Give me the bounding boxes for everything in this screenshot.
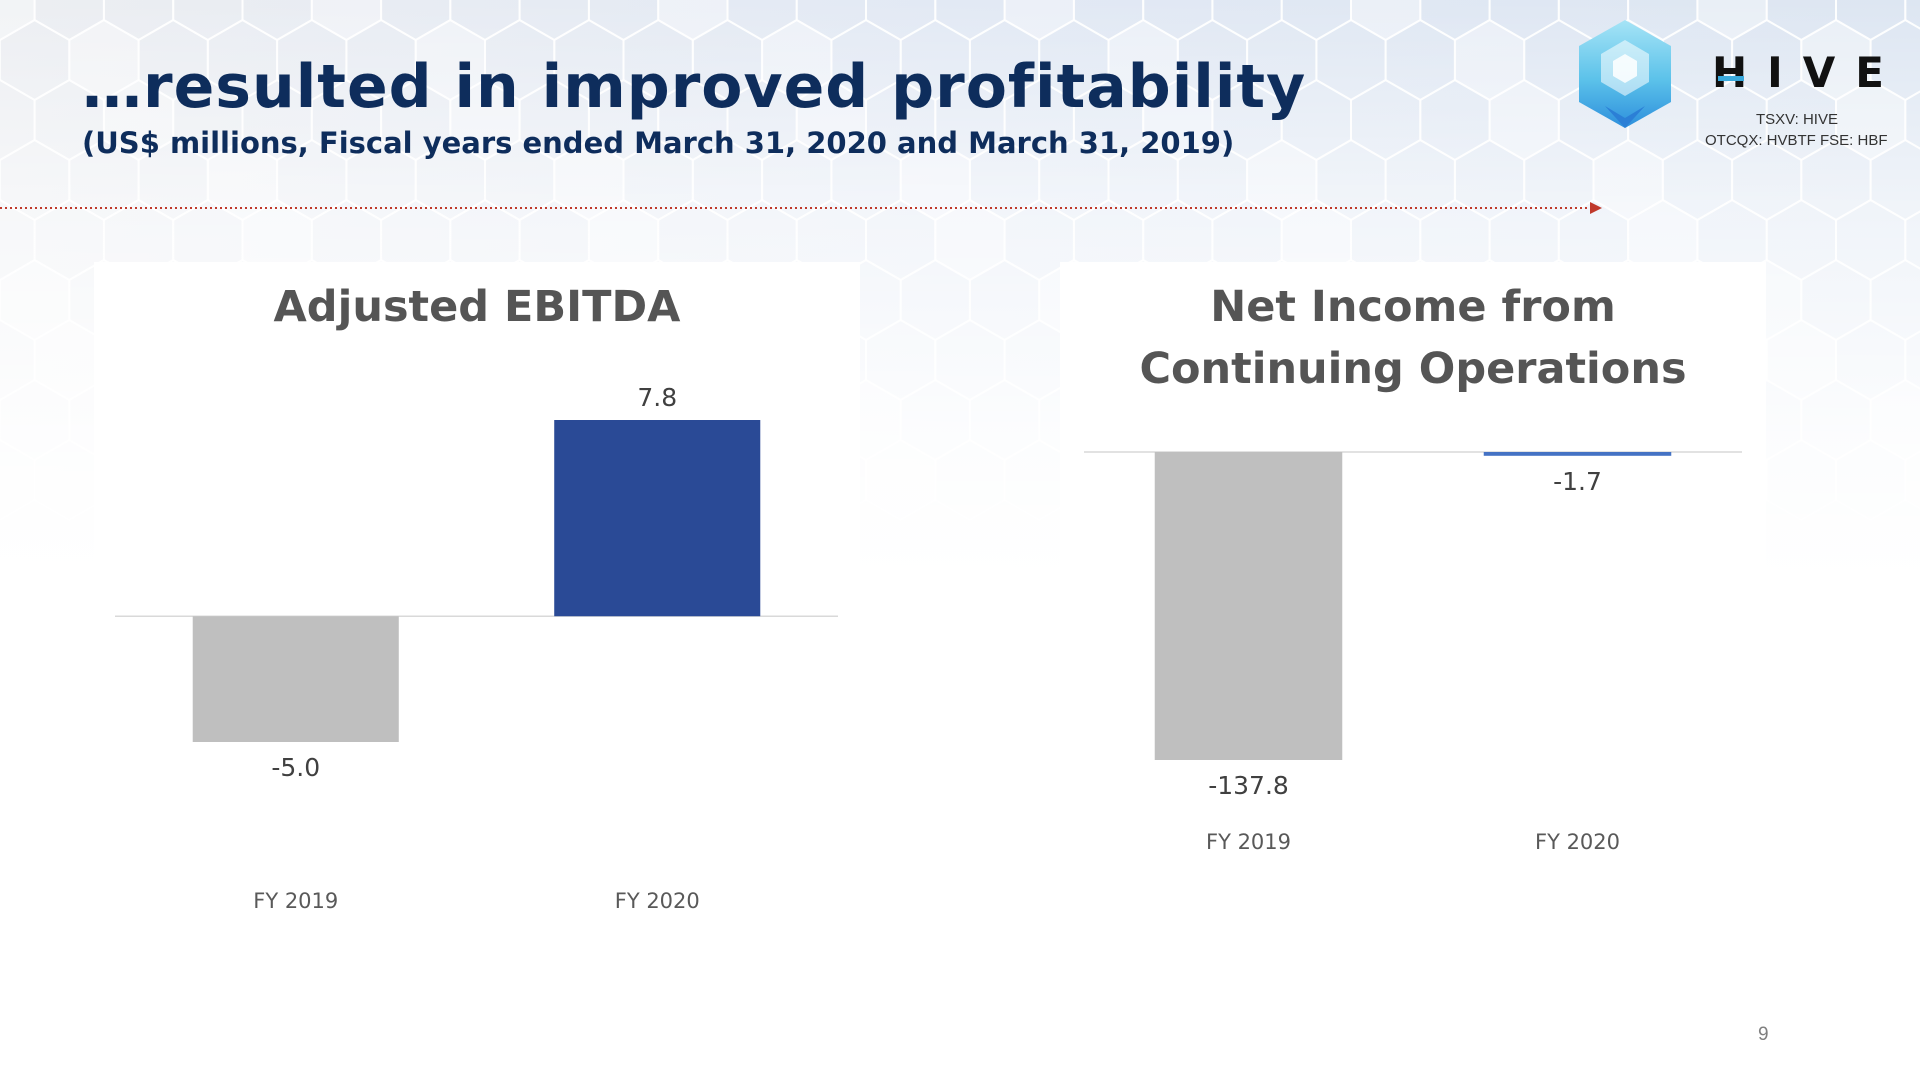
logo-accent-bar [1718, 76, 1744, 81]
hive-logo-icon [1579, 20, 1671, 128]
net-income-data-label-fy-2020: -1.7 [1553, 467, 1602, 496]
ebitda-category-label-fy-2019: FY 2019 [253, 889, 338, 913]
chart-title-net-income: Net Income from Continuing Operations [1060, 276, 1766, 400]
page-title: …resulted in improved profitability [82, 52, 1307, 122]
ebitda-data-label-fy-2020: 7.8 [637, 383, 677, 412]
net-income-bar-fy-2020 [1483, 452, 1672, 456]
chart-title-net-income-line-1: Net Income from [1210, 282, 1616, 332]
net-income-category-label-fy-2020: FY 2020 [1535, 830, 1620, 854]
ticker-line-1: TSXV: HIVE [1756, 111, 1838, 128]
logo-wordmark: HIVE [1712, 48, 1904, 97]
chart-title-net-income-line-2: Continuing Operations [1139, 344, 1687, 394]
ebitda-category-label-fy-2020: FY 2020 [615, 889, 700, 913]
ticker-line-2: OTCQX: HVBTF FSE: HBF [1705, 132, 1888, 149]
chart-title-adjusted-ebitda: Adjusted EBITDA [273, 282, 681, 332]
page-subtitle: (US$ millions, Fiscal years ended March … [82, 126, 1235, 160]
net-income-data-label-fy-2019: -137.8 [1208, 771, 1289, 800]
ebitda-bar-fy-2020 [554, 420, 761, 617]
net-income-bar-fy-2019 [1154, 452, 1343, 760]
net-income-category-label-fy-2019: FY 2019 [1206, 830, 1291, 854]
page-number: 9 [1758, 1024, 1769, 1045]
header-divider-arrow [0, 202, 1602, 214]
ebitda-bar-fy-2019 [192, 616, 399, 742]
ebitda-data-label-fy-2019: -5.0 [271, 753, 320, 782]
